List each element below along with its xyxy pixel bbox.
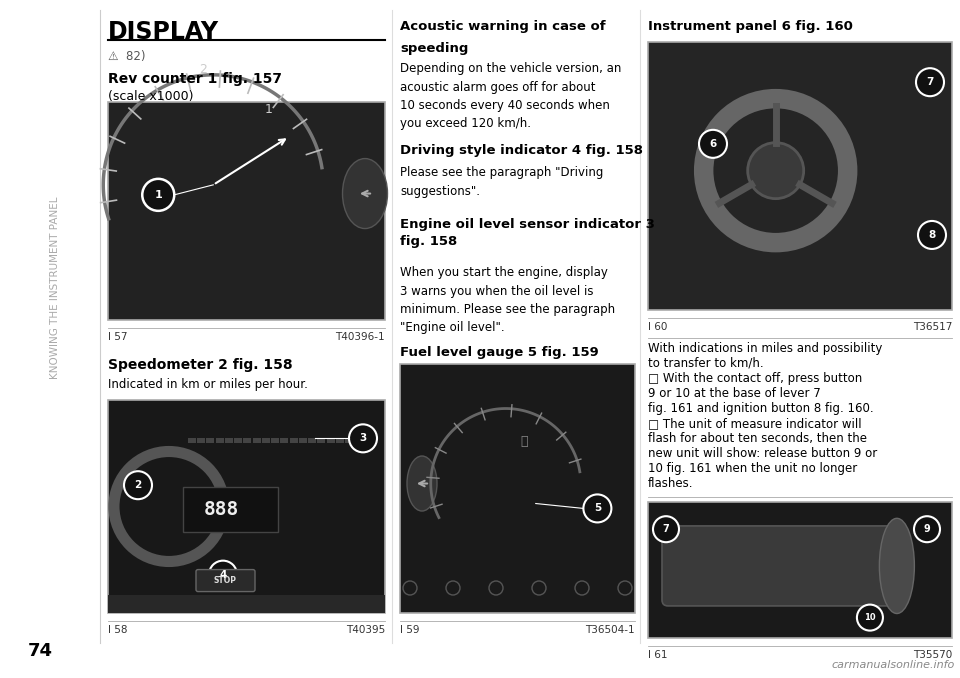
Circle shape	[918, 221, 946, 249]
Text: □ The unit of measure indicator will: □ The unit of measure indicator will	[648, 417, 862, 430]
Text: T36517: T36517	[913, 322, 952, 332]
Text: 7: 7	[662, 524, 669, 534]
Bar	[225, 439, 233, 443]
Text: 5: 5	[594, 504, 601, 513]
Text: Depending on the vehicle version, an
acoustic alarm goes off for about
10 second: Depending on the vehicle version, an aco…	[400, 62, 621, 130]
Text: Fuel level gauge 5 fig. 159: Fuel level gauge 5 fig. 159	[400, 346, 599, 359]
Text: T35570: T35570	[913, 650, 952, 660]
Circle shape	[349, 424, 377, 452]
Circle shape	[584, 494, 612, 523]
Bar	[271, 439, 279, 443]
Circle shape	[699, 130, 727, 158]
Circle shape	[748, 142, 804, 199]
Bar	[244, 439, 252, 443]
FancyBboxPatch shape	[662, 526, 893, 606]
Text: flashes.: flashes.	[648, 477, 693, 490]
Text: speeding: speeding	[400, 42, 468, 55]
Text: 1: 1	[155, 190, 162, 200]
Text: Rev counter 1 fig. 157: Rev counter 1 fig. 157	[108, 72, 282, 86]
Bar	[308, 439, 316, 443]
Bar	[318, 439, 325, 443]
Circle shape	[857, 605, 883, 631]
Bar	[108, 595, 385, 613]
Text: 888: 888	[204, 500, 239, 519]
Text: T36504-1: T36504-1	[586, 625, 635, 635]
Text: 74: 74	[28, 642, 53, 660]
Text: Instrument panel 6 fig. 160: Instrument panel 6 fig. 160	[648, 20, 852, 33]
Bar	[206, 439, 214, 443]
Text: to transfer to km/h.: to transfer to km/h.	[648, 357, 763, 370]
Text: Speedometer 2 fig. 158: Speedometer 2 fig. 158	[108, 358, 293, 372]
Text: 1: 1	[264, 103, 273, 117]
Ellipse shape	[407, 456, 437, 511]
Text: carmanualsonline.info: carmanualsonline.info	[831, 660, 955, 670]
Text: 9 or 10 at the base of lever 7: 9 or 10 at the base of lever 7	[648, 387, 821, 400]
Bar	[400, 364, 635, 613]
Bar	[262, 439, 270, 443]
FancyBboxPatch shape	[196, 570, 255, 592]
Bar	[648, 502, 952, 638]
Bar	[197, 439, 205, 443]
Text: 4: 4	[219, 570, 227, 580]
Circle shape	[916, 68, 944, 96]
Bar	[290, 439, 298, 443]
Text: I 60: I 60	[648, 322, 667, 332]
Ellipse shape	[879, 518, 914, 614]
Text: When you start the engine, display
3 warns you when the oil level is
minimum. Pl: When you start the engine, display 3 war…	[400, 266, 615, 334]
Text: T40396-1: T40396-1	[335, 332, 385, 342]
Text: 7: 7	[926, 77, 934, 87]
Bar	[648, 42, 952, 310]
Bar	[216, 439, 224, 443]
Text: 2: 2	[134, 480, 142, 490]
Text: DISPLAY: DISPLAY	[108, 20, 219, 44]
Bar	[188, 439, 196, 443]
Text: Please see the paragraph "Driving
suggestions".: Please see the paragraph "Driving sugges…	[400, 166, 604, 197]
Circle shape	[142, 179, 175, 211]
Bar	[345, 439, 353, 443]
Text: I 58: I 58	[108, 625, 128, 635]
Text: T40395: T40395	[346, 625, 385, 635]
Text: 9: 9	[924, 524, 930, 534]
Bar	[299, 439, 307, 443]
Bar	[252, 439, 261, 443]
Text: 2: 2	[200, 63, 207, 77]
Bar	[326, 439, 334, 443]
Circle shape	[124, 471, 152, 499]
Text: 8: 8	[928, 230, 936, 240]
Ellipse shape	[343, 159, 388, 228]
Text: new unit will show: release button 9 or: new unit will show: release button 9 or	[648, 447, 877, 460]
Text: flash for about ten seconds, then the: flash for about ten seconds, then the	[648, 432, 867, 445]
Text: Acoustic warning in case of: Acoustic warning in case of	[400, 20, 606, 33]
Text: □ With the contact off, press button: □ With the contact off, press button	[648, 372, 862, 385]
Text: STOP: STOP	[213, 576, 236, 585]
Circle shape	[209, 561, 237, 589]
Bar	[280, 439, 288, 443]
Text: 10: 10	[864, 613, 876, 622]
Bar	[234, 439, 242, 443]
Text: (scale x1000): (scale x1000)	[108, 90, 194, 103]
Bar	[108, 102, 385, 320]
Bar	[108, 400, 385, 613]
Text: I 59: I 59	[400, 625, 420, 635]
Text: 6: 6	[709, 139, 716, 149]
Text: Indicated in km or miles per hour.: Indicated in km or miles per hour.	[108, 378, 308, 391]
Circle shape	[914, 516, 940, 542]
Text: 3: 3	[359, 433, 367, 443]
Bar	[183, 487, 278, 532]
Text: fig. 161 and ignition button 8 fig. 160.: fig. 161 and ignition button 8 fig. 160.	[648, 402, 874, 415]
Text: I 61: I 61	[648, 650, 667, 660]
Text: 10 fig. 161 when the unit no longer: 10 fig. 161 when the unit no longer	[648, 462, 857, 475]
Text: KNOWING THE INSTRUMENT PANEL: KNOWING THE INSTRUMENT PANEL	[50, 197, 60, 379]
Text: ⛽: ⛽	[520, 435, 527, 448]
Text: ⚠  82): ⚠ 82)	[108, 50, 146, 63]
Text: Engine oil level sensor indicator 3
fig. 158: Engine oil level sensor indicator 3 fig.…	[400, 218, 655, 247]
Circle shape	[653, 516, 679, 542]
Bar	[336, 439, 344, 443]
Text: I 57: I 57	[108, 332, 128, 342]
Text: With indications in miles and possibility: With indications in miles and possibilit…	[648, 342, 882, 355]
Text: Driving style indicator 4 fig. 158: Driving style indicator 4 fig. 158	[400, 144, 643, 157]
